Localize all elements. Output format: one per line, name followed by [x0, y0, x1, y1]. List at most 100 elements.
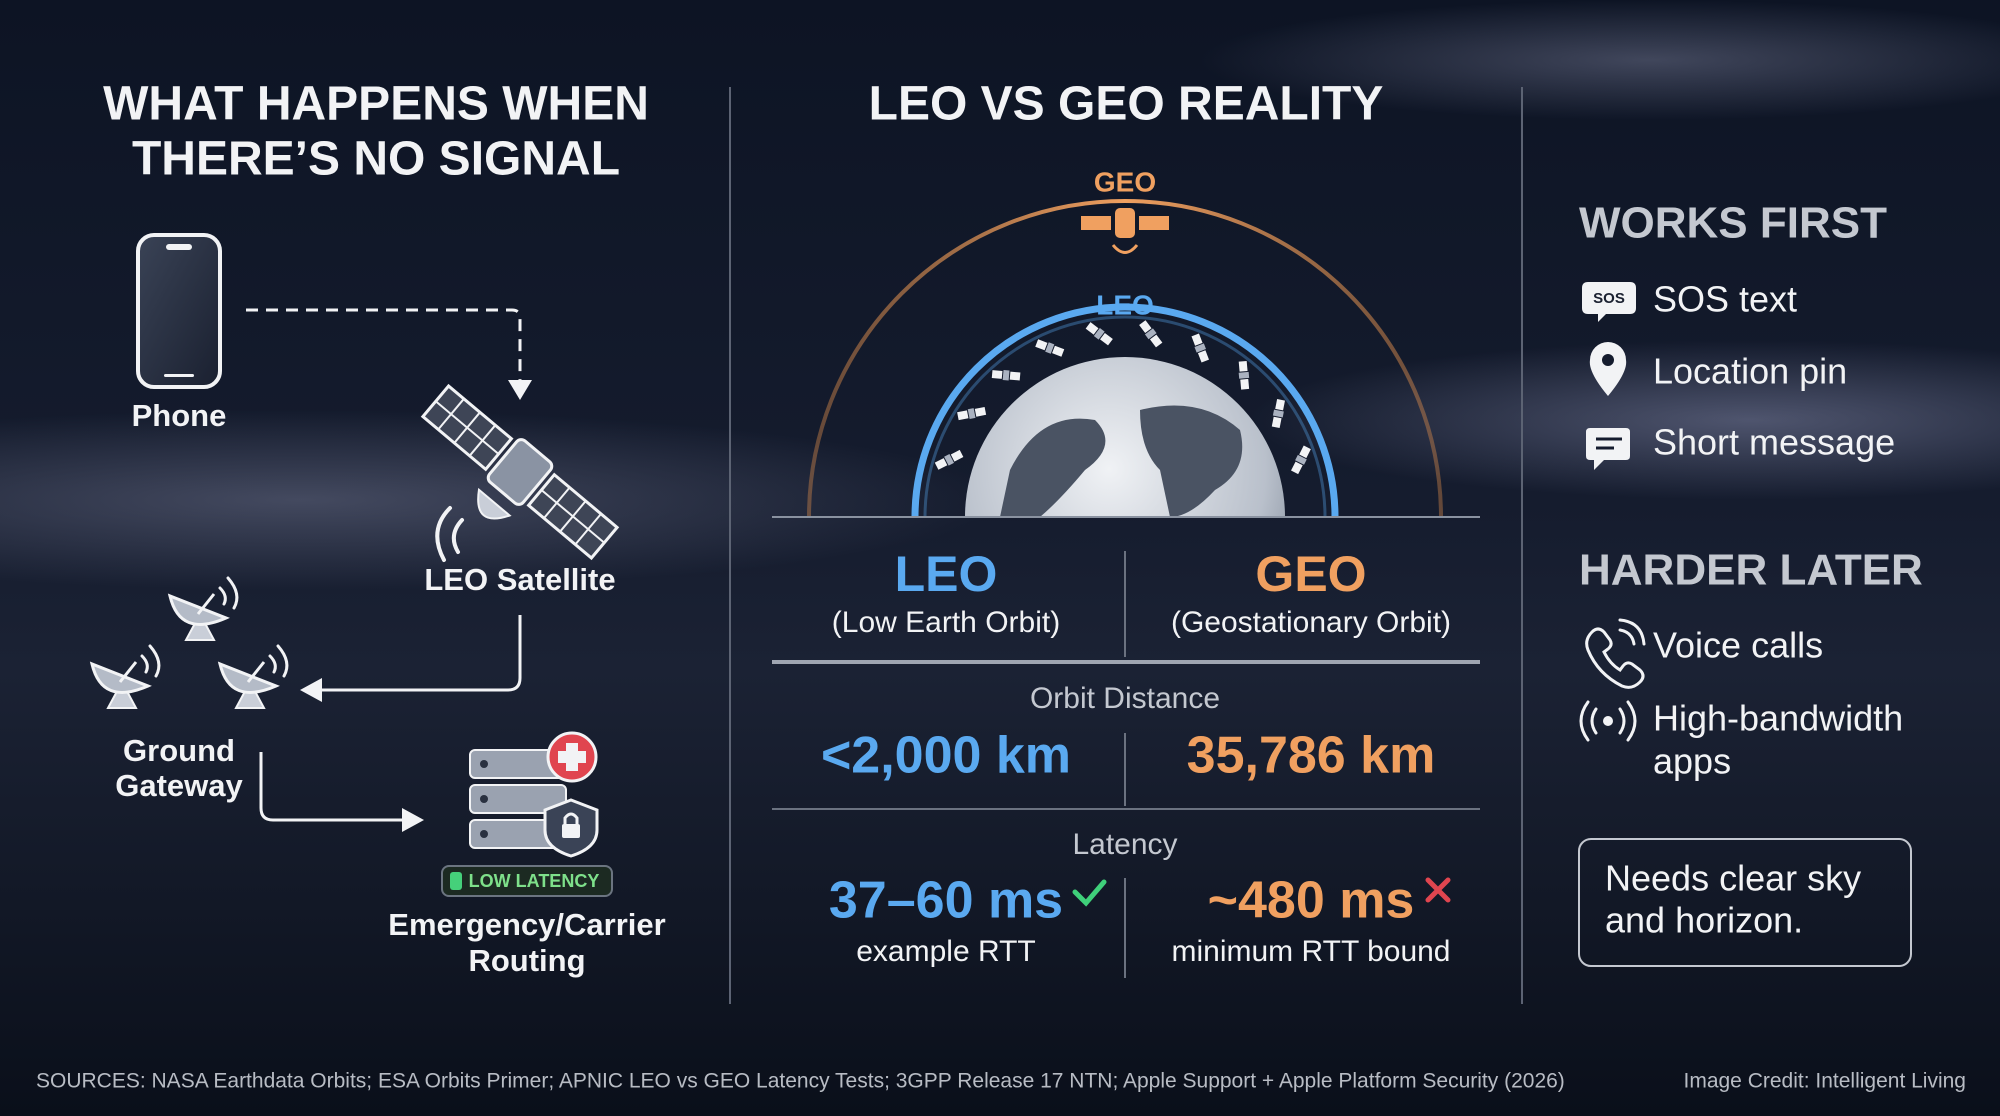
sos-icon [1582, 282, 1636, 322]
mini-satellite [1035, 339, 1065, 357]
mini-panel [1009, 371, 1021, 381]
mini-satellite [934, 449, 964, 470]
mini-body [1045, 342, 1055, 354]
server-led [480, 760, 488, 768]
row-note: minimum RTT bound [1172, 935, 1451, 968]
section-title: THERE’S NO SIGNAL [132, 133, 620, 186]
row-value: 37–60 ms [829, 872, 1063, 930]
dish-feed [196, 593, 216, 615]
leo-label: LEO [1096, 289, 1154, 320]
mini-panel [934, 458, 948, 470]
leo-orbit [911, 303, 1339, 518]
mini-panel [1275, 399, 1285, 411]
section-heading: HARDER LATER [1579, 546, 1923, 595]
mini-panel [1291, 461, 1303, 475]
lock [562, 824, 580, 838]
phone-label: Phone [132, 398, 227, 433]
background-glow [1200, 0, 2000, 120]
satellite-label: LEO Satellite [424, 562, 615, 597]
satellite-body [486, 438, 554, 506]
column-header: LEO [895, 546, 998, 602]
dashed-link [246, 308, 522, 385]
leo-orbit-glow [923, 315, 1327, 518]
mini-panel [991, 370, 1003, 379]
list-item: SOS text [1653, 279, 1797, 320]
mini-panel [950, 449, 964, 462]
mini-satellite [1238, 360, 1250, 390]
mini-panel [1238, 360, 1248, 372]
mini-body [1144, 328, 1157, 340]
dish [217, 661, 280, 694]
dish [89, 661, 152, 694]
geo-dish [1111, 244, 1139, 254]
mini-satellite [957, 406, 987, 421]
footer-sources: SOURCES: NASA Earthdata Orbits; ESA Orbi… [36, 1070, 1565, 1093]
badge [441, 865, 613, 897]
broadcast-waves [1579, 700, 1637, 742]
phone-notch [166, 244, 192, 250]
mini-satellite [1191, 333, 1209, 363]
note-text: and horizon. [1605, 900, 1803, 941]
row-value: ~480 ms [1208, 872, 1415, 930]
dish-base [106, 679, 138, 709]
section-title: LEO VS GEO REALITY [869, 78, 1384, 131]
arrow-head [508, 380, 532, 400]
footer-credit: Image Credit: Intelligent Living [1684, 1070, 1967, 1093]
continent [1000, 418, 1106, 517]
column-subtitle: (Geostationary Orbit) [1171, 606, 1451, 639]
mini-panel [1149, 334, 1163, 348]
mini-body [944, 454, 954, 466]
gateway-label: Gateway [115, 768, 243, 803]
call-waves [1618, 618, 1646, 646]
list-item: Voice calls [1653, 625, 1823, 666]
column-header: GEO [1255, 546, 1366, 602]
mini-panel [974, 406, 987, 417]
background-glow [0, 410, 1000, 590]
dish-waves [140, 644, 161, 678]
mini-body [1194, 343, 1206, 353]
mini-satellite [1291, 445, 1311, 475]
dish-feed [246, 661, 266, 683]
mini-panel [957, 410, 969, 421]
satellite-icon [420, 383, 620, 561]
mini-panel [1271, 416, 1282, 429]
mini-satellite [991, 370, 1021, 381]
mini-panel [1035, 339, 1048, 351]
mini-body [1272, 409, 1284, 418]
check-mark [1072, 879, 1107, 907]
section-heading: WORKS FIRST [1579, 199, 1887, 248]
continent [1140, 405, 1243, 517]
arrow-link [259, 752, 405, 822]
arrow-head [300, 678, 322, 702]
list-item: apps [1653, 741, 1731, 782]
mini-panel [1240, 378, 1250, 390]
mini-panel [1191, 333, 1203, 346]
note-box [1578, 838, 1912, 967]
dish-waves [268, 644, 289, 678]
badge-indicator [450, 872, 462, 890]
geo-panel [1139, 216, 1169, 230]
list-item: High-bandwidth [1653, 698, 1903, 739]
dish-base [234, 679, 266, 709]
row-label: Latency [1072, 828, 1177, 861]
mini-panel [1085, 322, 1099, 335]
mini-body [1002, 370, 1010, 381]
mini-panel [1052, 345, 1065, 357]
phone-icon [136, 233, 222, 389]
note-text: Needs clear sky [1605, 858, 1861, 899]
routing-label: Emergency/Carrier [388, 907, 665, 942]
dish-base [184, 611, 216, 641]
mini-panel [1197, 350, 1209, 363]
panel-grid [435, 400, 500, 455]
row-label: Orbit Distance [1030, 682, 1220, 715]
row-note: example RTT [856, 935, 1036, 968]
mini-body [1295, 454, 1307, 465]
mini-body [1238, 371, 1250, 379]
row-value: <2,000 km [821, 727, 1071, 785]
mini-satellite [1139, 320, 1163, 348]
dish [167, 593, 230, 626]
satellite-dish [477, 487, 512, 520]
server-led [480, 830, 488, 838]
